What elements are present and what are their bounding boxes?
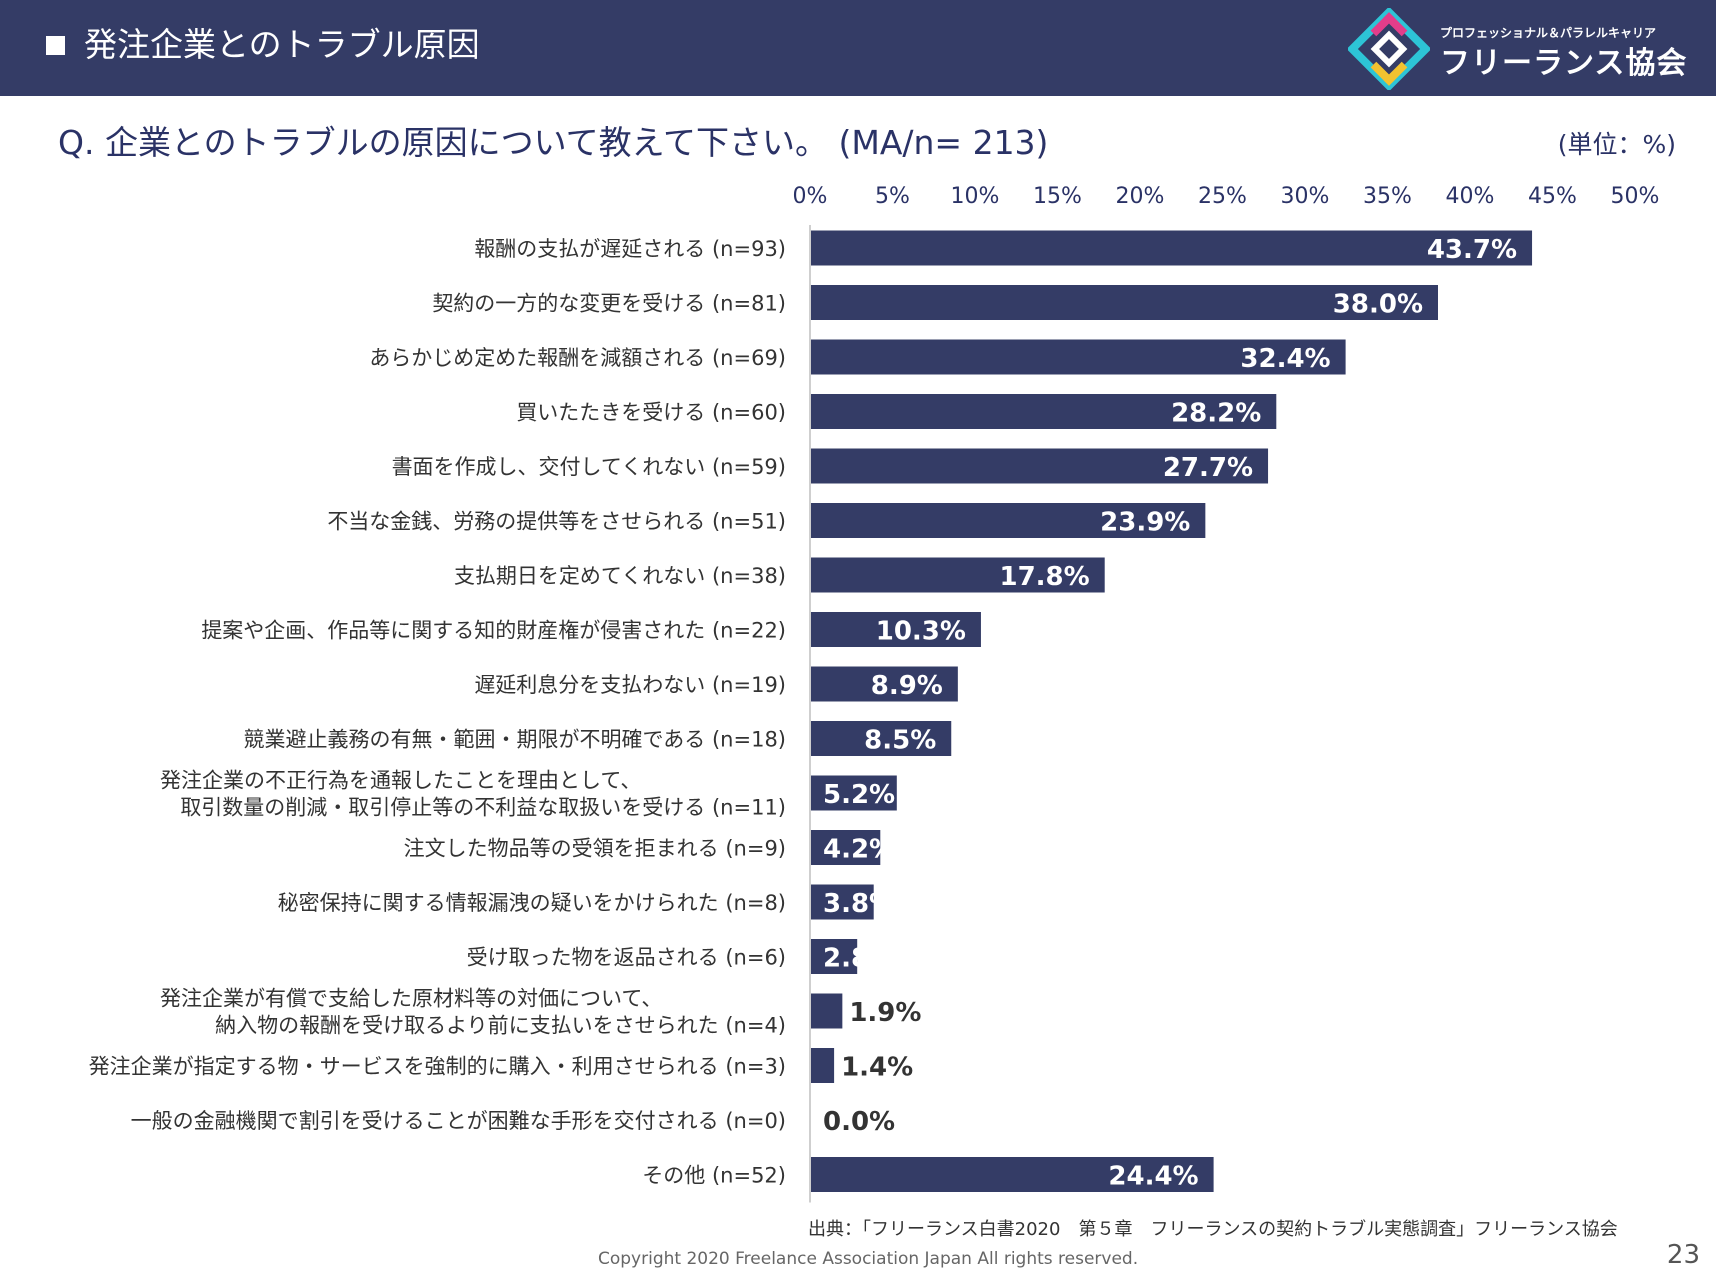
data-label: 3.8% xyxy=(823,889,895,919)
data-label: 8.5% xyxy=(864,726,936,756)
category-label: 支払期日を定めてくれない (n=38) xyxy=(454,564,786,588)
data-label: 32.4% xyxy=(1240,344,1330,374)
logo-tagline: プロフェッショナル＆パラレルキャリア xyxy=(1440,26,1657,40)
data-label: 27.7% xyxy=(1163,453,1253,483)
x-tick-label: 35% xyxy=(1363,184,1412,209)
category-label: あらかじめ定めた報酬を減額される (n=69) xyxy=(369,346,786,370)
category-label: 提案や企画、作品等に関する知的財産権が侵害された (n=22) xyxy=(201,619,786,643)
data-label: 8.9% xyxy=(871,671,943,701)
data-label: 5.2% xyxy=(823,780,895,810)
category-label: 書面を作成し、交付してくれない (n=59) xyxy=(392,455,786,479)
source-citation: 出典：「フリーランス白書2020 第５章 フリーランスの契約トラブル実態調査」フ… xyxy=(808,1219,1618,1240)
category-label: 受け取った物を返品される (n=6) xyxy=(467,946,786,970)
bar xyxy=(811,666,958,702)
category-label: 不当な金銭、労務の提供等をさせられる (n=51) xyxy=(327,510,786,534)
unit-label: (単位：%) xyxy=(1557,130,1676,159)
bar xyxy=(811,1157,1214,1192)
data-label: 4.2% xyxy=(823,835,895,865)
bar xyxy=(811,939,858,974)
logo-name: フリーランス協会 xyxy=(1440,46,1688,81)
bar xyxy=(811,285,1438,320)
bar xyxy=(811,339,1346,375)
x-tick-label: 50% xyxy=(1611,184,1660,209)
data-label: 23.9% xyxy=(1100,508,1190,538)
copyright-notice: Copyright 2020 Freelance Association Jap… xyxy=(598,1249,1139,1269)
category-label: 発注企業が指定する物・サービスを強制的に購入・利用させられる (n=3) xyxy=(89,1055,786,1079)
category-label: 報酬の支払が遅延される (n=93) xyxy=(474,237,786,261)
category-label: 納入物の報酬を受け取るより前に支払いをさせられた (n=4) xyxy=(215,1014,786,1038)
category-label: その他 (n=52) xyxy=(642,1164,786,1188)
category-label: 遅延利息分を支払わない (n=19) xyxy=(474,673,786,697)
page-number: 23 xyxy=(1666,1240,1700,1270)
survey-question: Q. 企業とのトラブルの原因について教えて下さい。 (MA/n= 213) xyxy=(58,123,1049,162)
data-label: 1.4% xyxy=(841,1053,913,1083)
bar xyxy=(811,448,1269,484)
bar xyxy=(811,775,897,811)
category-label: 発注企業の不正行為を通報したことを理由として、 xyxy=(160,769,641,793)
bar xyxy=(811,557,1105,593)
x-tick-label: 40% xyxy=(1446,184,1495,209)
bar xyxy=(811,993,843,1029)
page-title: 発注企業とのトラブル原因 xyxy=(84,25,480,64)
bar xyxy=(811,394,1277,429)
bar xyxy=(811,721,952,756)
category-label: 一般の金融機関で割引を受けることが困難な手形を交付される (n=0) xyxy=(131,1109,786,1133)
data-label: 38.0% xyxy=(1333,290,1423,320)
header-bullet-square xyxy=(46,36,65,55)
x-tick-label: 25% xyxy=(1198,184,1247,209)
data-label: 10.3% xyxy=(876,617,966,647)
x-tick-label: 5% xyxy=(875,184,910,209)
bar xyxy=(811,884,874,920)
category-label: 契約の一方的な変更を受ける (n=81) xyxy=(432,292,786,316)
data-label: 1.9% xyxy=(849,998,921,1028)
data-label: 43.7% xyxy=(1427,235,1517,265)
x-tick-label: 15% xyxy=(1033,184,1082,209)
data-label: 17.8% xyxy=(999,562,1089,592)
data-label: 0.0% xyxy=(823,1107,895,1137)
logo-mark-icon xyxy=(1348,8,1430,90)
category-label: 競業避止義務の有無・範囲・期限が不明確である (n=18) xyxy=(244,728,786,752)
category-label: 発注企業が有償で支給した原材料等の対価について、 xyxy=(160,987,662,1011)
category-label: 秘密保持に関する情報漏洩の疑いをかけられた (n=8) xyxy=(278,891,786,915)
x-tick-label: 10% xyxy=(951,184,1000,209)
header-bar: 発注企業とのトラブル原因 プロフェッショナル＆パラレルキャリア フリーランス協会 xyxy=(0,0,1716,96)
category-label: 取引数量の削減・取引停止等の不利益な取扱いを受ける (n=11) xyxy=(180,796,786,820)
bar xyxy=(811,230,1533,266)
x-tick-label: 30% xyxy=(1281,184,1330,209)
bar xyxy=(811,830,881,865)
data-label: 28.2% xyxy=(1171,399,1261,429)
bar xyxy=(811,1048,835,1083)
category-label: 注文した物品等の受領を拒まれる (n=9) xyxy=(404,837,786,861)
data-label: 24.4% xyxy=(1108,1162,1198,1192)
x-tick-label: 20% xyxy=(1116,184,1165,209)
x-tick-label: 45% xyxy=(1528,184,1577,209)
bar xyxy=(811,612,981,647)
category-label: 買いたたきを受ける (n=60) xyxy=(516,401,786,425)
bar xyxy=(811,503,1206,538)
data-label: 2.8% xyxy=(823,944,895,974)
x-tick-label: 0% xyxy=(793,184,828,209)
